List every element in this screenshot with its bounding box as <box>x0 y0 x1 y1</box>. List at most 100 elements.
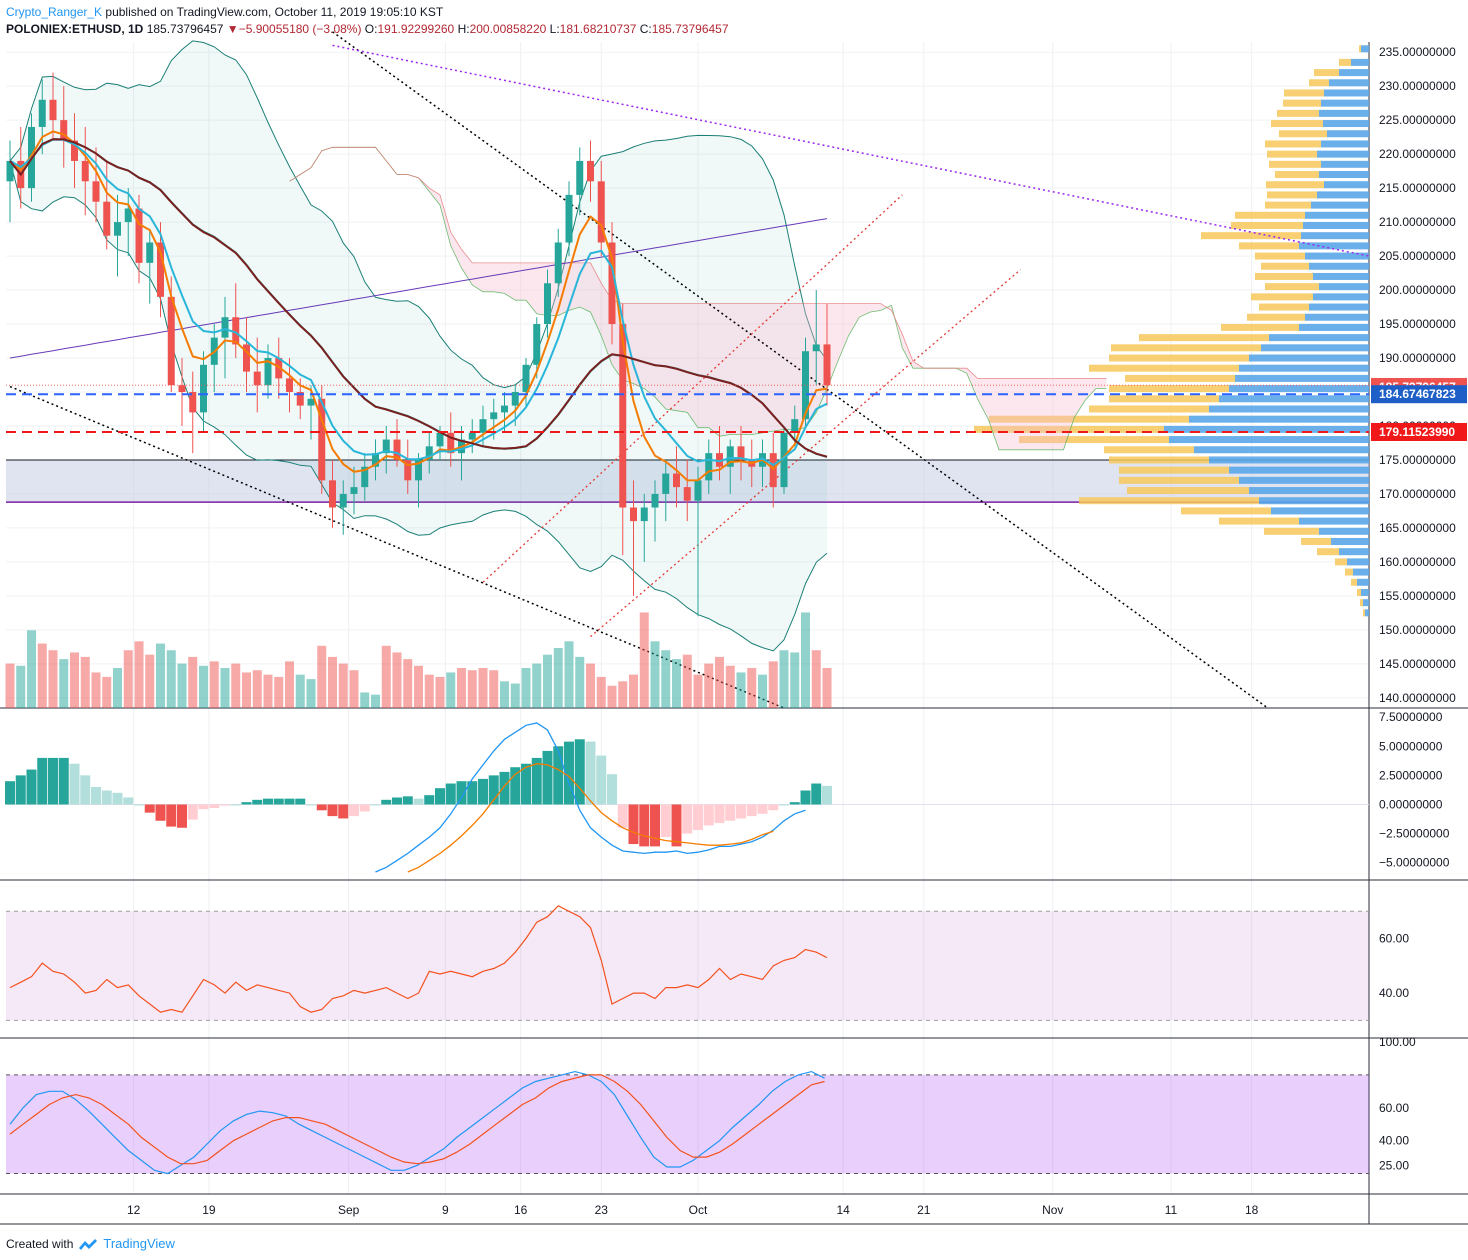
macd-hist-bar <box>370 804 381 806</box>
author-link[interactable]: Crypto_Ranger_K <box>6 5 103 19</box>
candle <box>544 269 551 338</box>
volume-bar <box>220 668 230 708</box>
vp-bar-down <box>974 425 1164 433</box>
time-tick-label: Nov <box>1042 1203 1063 1217</box>
volume-bar <box>435 676 445 708</box>
vp-bar-up <box>1249 487 1369 495</box>
volume-bar <box>607 685 617 708</box>
macd-tick-label: 7.50000000 <box>1379 710 1443 724</box>
ichimoku-cloud <box>289 147 1107 450</box>
volume-bar <box>328 656 337 708</box>
candle-body <box>501 405 508 413</box>
candle-body <box>565 194 573 243</box>
vp-bar-up <box>1319 171 1369 179</box>
candle <box>361 453 369 501</box>
vp-bar-down <box>1181 507 1271 515</box>
low-label: L: <box>549 22 560 36</box>
candle <box>587 140 594 202</box>
macd-hist-bar <box>15 775 26 805</box>
volume-bar <box>736 672 746 708</box>
candle-body <box>479 419 487 433</box>
vp-bar-up <box>1239 364 1369 372</box>
macd-hist-bar <box>639 804 650 847</box>
macd-hist-bar <box>488 775 499 805</box>
vp-bar-up <box>1321 140 1369 148</box>
vp-bar-up <box>1313 272 1369 280</box>
candle <box>425 432 433 474</box>
macd-hist-bar <box>123 797 134 805</box>
macd-hist-bar <box>187 804 198 820</box>
candle <box>576 147 584 216</box>
trendline-descending <box>332 31 1269 709</box>
candle-body <box>296 391 304 406</box>
vp-bar-down <box>1259 303 1309 311</box>
volume-bar <box>242 672 251 708</box>
price-label: 179.11523990 <box>1379 425 1455 439</box>
candle <box>114 194 121 277</box>
candle-body <box>511 391 519 406</box>
candle <box>6 140 14 223</box>
vp-bar-down <box>1271 120 1323 128</box>
macd-tick-label: 2.50000000 <box>1379 768 1443 782</box>
volume-bar <box>59 659 69 708</box>
vp-bar-up <box>1229 466 1369 474</box>
vp-bar-up <box>1319 109 1369 117</box>
tradingview-brand[interactable]: TradingView <box>103 1236 175 1251</box>
vp-bar-up <box>1317 150 1369 158</box>
vp-bar-down <box>1357 588 1361 596</box>
vp-bar-down <box>1111 344 1261 352</box>
candle <box>823 303 831 406</box>
vp-bar-up <box>1317 191 1369 199</box>
stoch-tick-label: 40.00 <box>1379 1134 1409 1148</box>
volume-bar <box>338 663 348 708</box>
symbol-label[interactable]: POLONIEX:ETHUSD, 1D <box>6 22 144 36</box>
volume-bar <box>199 665 208 708</box>
vp-bar-down <box>1089 364 1239 372</box>
candle-body <box>200 364 207 413</box>
macd-hist-bar <box>757 804 768 814</box>
candle <box>232 283 240 359</box>
candle <box>597 160 605 257</box>
volume-bar <box>80 656 90 708</box>
volume-bar <box>5 663 15 708</box>
candle-body <box>587 160 594 182</box>
vp-bar-down <box>1266 181 1324 189</box>
candle-body <box>146 242 154 263</box>
candle <box>662 459 670 522</box>
volume-bar <box>231 663 241 708</box>
vp-bar-up <box>1309 262 1369 270</box>
low-value: 181.68210737 <box>559 22 637 36</box>
signal-line <box>407 763 774 873</box>
candle <box>124 188 132 257</box>
vp-bar-up <box>1339 69 1369 77</box>
candle-body <box>339 493 347 508</box>
macd-tick-label: −5.00000000 <box>1379 856 1450 870</box>
candle-body <box>6 160 14 182</box>
published-text: published on TradingView.com, October 11… <box>105 5 444 19</box>
volume-bar <box>618 681 628 708</box>
vp-bar-up <box>1271 507 1369 515</box>
volume-bar <box>725 665 735 708</box>
vp-bar-down <box>1269 160 1321 168</box>
vp-bar-down <box>1201 232 1301 240</box>
created-with-text: Created with <box>6 1236 74 1251</box>
candle <box>705 439 713 494</box>
volume-bar <box>70 652 79 708</box>
ohlc-line: POLONIEX:ETHUSD, 1D 185.73796457 ▼−5.900… <box>6 21 729 38</box>
vp-bar-up <box>1327 130 1369 138</box>
volume-bar <box>500 681 509 708</box>
volume-bar <box>457 668 466 708</box>
volume-bar <box>801 612 810 708</box>
price-tick-label: 225.00000000 <box>1379 113 1456 127</box>
stoch-tick-label: 60.00 <box>1379 1101 1409 1115</box>
candle <box>339 480 347 535</box>
volume-bar <box>392 652 402 708</box>
candle-body <box>382 439 390 454</box>
macd-tick-label: 0.00000000 <box>1379 797 1443 811</box>
macd-hist-bar <box>585 741 596 805</box>
volume-bar <box>113 668 122 708</box>
time-tick-label: 23 <box>595 1203 609 1217</box>
candle <box>565 181 573 257</box>
time-tick-label: 14 <box>836 1203 850 1217</box>
